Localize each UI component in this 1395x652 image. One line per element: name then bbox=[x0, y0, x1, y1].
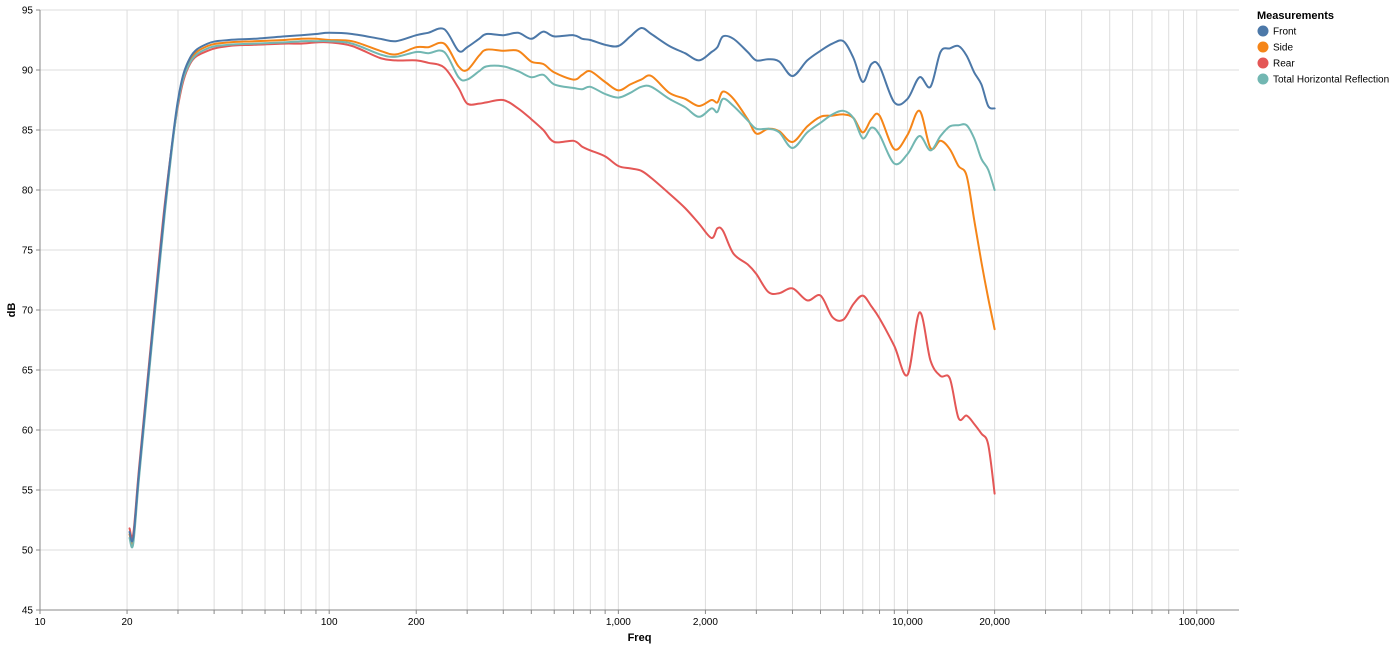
legend-title: Measurements bbox=[1257, 10, 1334, 22]
x-tick-label: 2,000 bbox=[693, 617, 718, 628]
legend-label: Side bbox=[1273, 43, 1293, 54]
x-tick-label: 20 bbox=[121, 617, 133, 628]
y-tick-label: 70 bbox=[22, 306, 34, 317]
legend-swatch bbox=[1257, 25, 1269, 37]
series-line-side bbox=[128, 37, 996, 545]
y-tick-label: 80 bbox=[22, 186, 34, 197]
legend-swatch bbox=[1257, 57, 1269, 69]
y-tick-label: 65 bbox=[22, 366, 34, 377]
legend-label: Rear bbox=[1273, 59, 1295, 70]
x-axis-title: Freq bbox=[628, 632, 652, 644]
y-tick-label: 45 bbox=[22, 606, 34, 617]
legend-swatch bbox=[1257, 41, 1269, 53]
legend-label: Front bbox=[1273, 27, 1297, 38]
axes: 10 20 100 200 1,000 2,000 10,000 20,000 100,000 4… bbox=[6, 6, 1239, 644]
x-tick-label: 100,000 bbox=[1179, 617, 1216, 628]
x-tick-label: 100 bbox=[321, 617, 338, 628]
series-line-front bbox=[128, 26, 996, 543]
x-tick-label: 10,000 bbox=[892, 617, 923, 628]
y-tick-label: 55 bbox=[22, 486, 34, 497]
x-tick-label: 1,000 bbox=[606, 617, 631, 628]
x-tick-label: 20,000 bbox=[979, 617, 1010, 628]
x-tick-label: 10 bbox=[34, 617, 46, 628]
y-tick-label: 90 bbox=[22, 66, 34, 77]
y-tick-label: 85 bbox=[22, 126, 34, 137]
grid bbox=[39, 9, 1239, 611]
y-tick-label: 75 bbox=[22, 246, 34, 257]
x-tick-label: 200 bbox=[408, 617, 425, 628]
legend-swatch bbox=[1257, 73, 1269, 85]
legend-label: Total Horizontal Reflection bbox=[1273, 75, 1389, 86]
series-line-rear bbox=[128, 41, 996, 539]
y-tick-label: 95 bbox=[22, 6, 34, 17]
y-tick-label: 60 bbox=[22, 426, 34, 437]
y-axis-title: dB bbox=[6, 303, 18, 318]
y-tick-label: 50 bbox=[22, 546, 34, 557]
series-lines bbox=[128, 26, 996, 549]
legend: Measurements Front Side Rear Total Horizonta… bbox=[1257, 10, 1389, 86]
series-line-total-horizontal-reflection bbox=[128, 40, 996, 549]
